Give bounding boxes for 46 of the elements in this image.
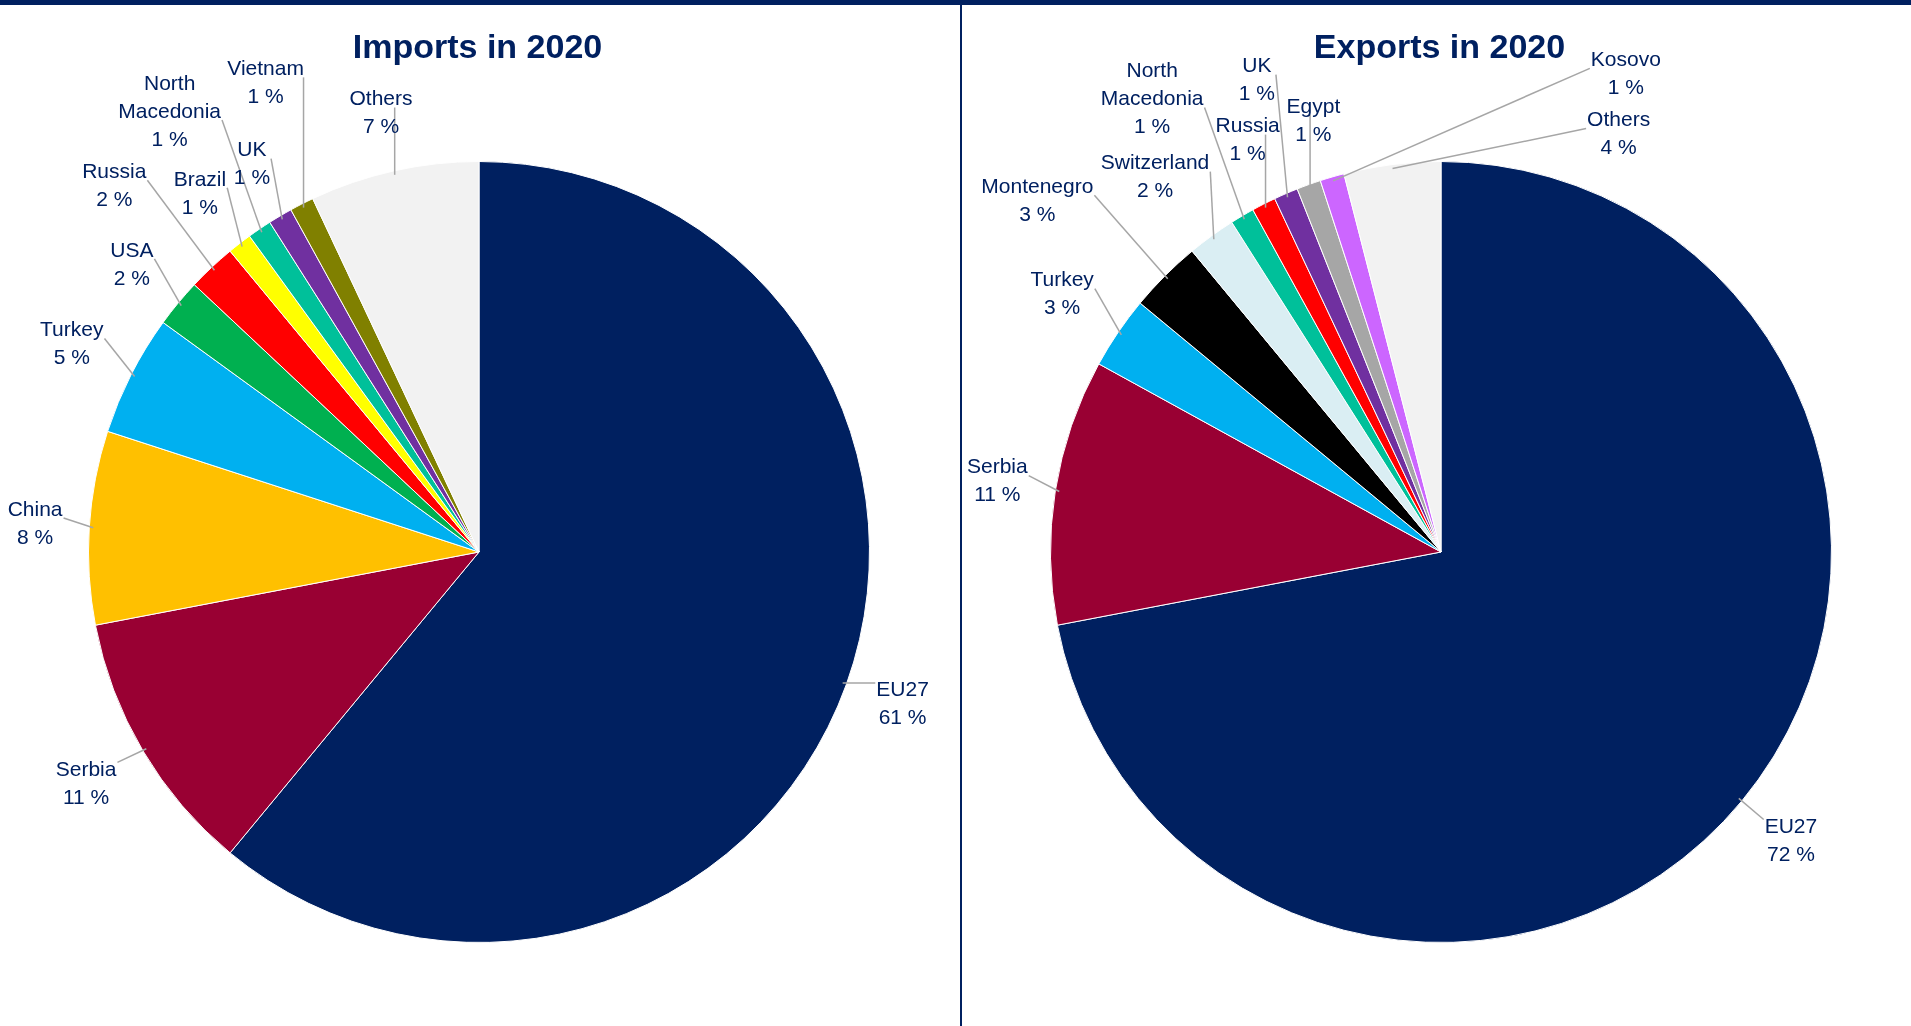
slice-label: Vietnam	[227, 56, 304, 80]
data-label: 7 %	[362, 114, 400, 138]
data-label: 11 %	[974, 482, 1021, 506]
slice-label: Others	[349, 86, 413, 110]
data-label: 72 %	[1767, 842, 1815, 866]
data-label: 1 %	[1295, 121, 1332, 145]
slice-label: Brazil	[173, 166, 227, 190]
slice-label: Egypt	[1286, 93, 1341, 117]
slice-label: EU27	[876, 677, 929, 701]
slice-label: Turkey	[40, 317, 104, 341]
slice-label: Turkey	[1030, 267, 1095, 291]
slice-label: USA	[110, 237, 154, 261]
slice-label: Kosovo	[1590, 47, 1661, 71]
data-label: 1 %	[1238, 81, 1275, 105]
slice-label: North Macedonia	[118, 70, 222, 122]
chart-title: Imports in 2020	[352, 27, 603, 65]
data-label: 5 %	[53, 345, 90, 369]
slice-label: Others	[1587, 107, 1651, 131]
data-label: 4 %	[1600, 135, 1637, 159]
slice-label: Russia	[82, 159, 147, 183]
slice-label: Russia	[1215, 113, 1281, 137]
data-label: 1 %	[1607, 75, 1644, 99]
slice-label: China	[7, 496, 63, 520]
slice-label: Serbia	[967, 454, 1029, 478]
chart-title: Exports in 2020	[1313, 27, 1566, 65]
slice-label: UK	[237, 137, 267, 161]
data-label: 11 %	[62, 785, 110, 809]
data-label: 1 %	[247, 84, 284, 108]
data-label: 3 %	[1044, 295, 1081, 319]
data-label: 3 %	[1019, 202, 1056, 226]
data-label: 2 %	[113, 265, 150, 289]
data-label: 61 %	[878, 705, 927, 729]
slice-label: Serbia	[55, 757, 117, 781]
data-label: 1 %	[1229, 141, 1266, 165]
slice-label: North Macedonia	[1100, 58, 1204, 110]
data-label: 2 %	[96, 187, 133, 211]
data-label: 1 %	[1134, 114, 1171, 138]
data-label: 8 %	[17, 524, 54, 548]
slice-label: EU27	[1764, 814, 1818, 838]
slice-label: UK	[1242, 53, 1272, 77]
slice-label: Switzerland	[1100, 150, 1210, 174]
data-label: 1 %	[151, 126, 188, 150]
data-label: 1 %	[233, 165, 271, 189]
slice-label: Montenegro	[981, 174, 1094, 198]
data-label: 1 %	[181, 194, 219, 218]
data-label: 2 %	[1136, 178, 1174, 202]
